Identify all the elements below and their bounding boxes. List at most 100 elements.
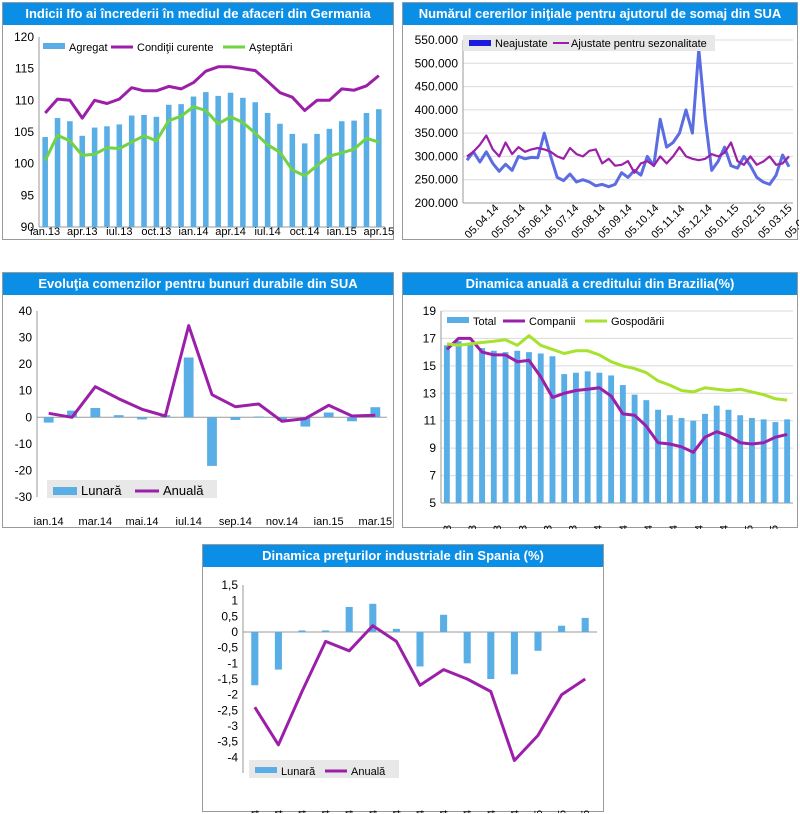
bar-total	[561, 374, 568, 503]
x-tick-label: mar.14	[79, 516, 113, 528]
line-companii	[445, 336, 788, 454]
bar-total	[631, 394, 638, 503]
bar-total	[608, 375, 615, 503]
chart-title-durable: Evoluţia comenzilor pentru bunuri durabi…	[3, 273, 393, 295]
x-tick-label: ian.13	[442, 525, 454, 529]
bar-total	[713, 405, 720, 503]
y-tick-label: 90	[21, 220, 35, 234]
bar-agregat	[264, 113, 271, 227]
x-tick-label: oct.13	[141, 226, 171, 238]
y-tick-label: -10	[15, 437, 33, 451]
y-tick-label: -3	[227, 719, 238, 733]
bar-lunar-	[43, 417, 54, 423]
bar-lunar-	[440, 614, 448, 632]
y-tick-label: 550.000	[415, 33, 459, 47]
x-tick-label: sep.14	[219, 516, 252, 528]
bar-lunar-	[251, 632, 259, 686]
bar-lunar-	[183, 357, 194, 418]
bar-lunar-	[253, 416, 264, 418]
x-tick-label: ian.14	[34, 516, 64, 528]
bar-agregat	[314, 133, 320, 227]
bar-lunar-	[345, 606, 353, 632]
legend-label: Aşteptări	[249, 42, 292, 54]
y-tick-label: 20	[19, 357, 33, 371]
legend-swatch	[447, 317, 469, 323]
y-tick-label: 11	[424, 414, 437, 428]
x-tick-label: ian.14	[250, 810, 262, 813]
bar-agregat	[203, 92, 209, 227]
chart-spain: 1,5 10,5 0 -0,5-1 -1,5 -2-2,5 -3 -3,5-4 ian.14 fe…	[217, 578, 597, 813]
y-tick-label: 105	[14, 125, 34, 139]
x-tick-label: mar.15	[769, 525, 781, 529]
line-anuală	[48, 324, 376, 423]
bar-lunar-	[113, 415, 124, 418]
y-tick-label: 40	[19, 304, 33, 318]
x-tick-label: iul.14	[668, 525, 680, 529]
panel-claims: Numărul cererilor iniţiale pentru ajutor…	[402, 2, 799, 241]
legend-label: Ajustate pentru sezonalitate	[571, 38, 707, 50]
x-tick-label: nov.14	[266, 516, 298, 528]
bar-agregat	[54, 118, 61, 227]
bar-agregat	[91, 127, 98, 227]
chart-title-claims: Numărul cererilor iniţiale pentru ajutor…	[403, 3, 797, 25]
bar-total	[749, 417, 755, 503]
bar-total	[596, 372, 603, 503]
y-tick-label: -1	[227, 656, 238, 670]
bar-lunar-	[67, 410, 77, 418]
x-tick-label: apr.14	[215, 226, 246, 238]
bar-total	[784, 419, 791, 503]
y-tick-label: -30	[15, 490, 33, 504]
legend-label: Total	[473, 316, 496, 328]
y-tick-label: 200.000	[415, 196, 459, 210]
x-tick-label: feb.15	[557, 810, 569, 813]
bar-total	[619, 385, 626, 503]
x-tick-label: oct.14	[290, 226, 320, 238]
y-tick-label: 1	[231, 594, 238, 608]
bar-lunar-	[347, 417, 357, 422]
bar-lunar-	[463, 632, 471, 664]
x-tick-label: nov.14	[486, 810, 498, 813]
bar-lunar-	[392, 628, 400, 632]
legend-box	[47, 480, 217, 498]
chart-claims: 200.000 250.000 300.000 350.000 400.000 450.0…	[415, 33, 799, 241]
chart-brazil: 5 7 9 11 13 15 17 19 ian.13 mar.13 mai.13 iul.13 sep…	[423, 304, 793, 529]
bar-total	[573, 372, 579, 503]
y-tick-label: -3,5	[217, 735, 238, 749]
x-tick-label: iul.13	[517, 525, 529, 529]
bar-agregat	[165, 104, 172, 227]
line-condiţii-curente	[44, 65, 380, 120]
line-anuală	[253, 624, 587, 762]
bar-agregat	[190, 96, 197, 228]
y-tick-label: 110	[15, 93, 34, 107]
bar-lunar-	[581, 617, 589, 632]
bar-agregat	[363, 113, 370, 227]
bar-total	[514, 350, 521, 503]
bar-lunar-	[487, 632, 495, 679]
x-tick-label: sep.14	[439, 810, 451, 813]
bar-agregat	[277, 123, 283, 227]
legend-box	[463, 35, 715, 51]
bar-agregat	[42, 137, 48, 227]
bar-lunar-	[370, 407, 381, 418]
bar-total	[725, 409, 732, 503]
bar-agregat	[240, 97, 246, 227]
y-tick-label: -2,5	[217, 703, 238, 717]
x-tick-label: apr.13	[67, 226, 98, 238]
x-tick-label: ian.14	[593, 525, 605, 529]
x-tick-label: iul.14	[176, 516, 202, 528]
y-tick-label: 0,5	[221, 609, 238, 623]
bar-agregat	[153, 116, 160, 227]
bar-agregat	[104, 126, 110, 227]
bar-agregat	[326, 128, 333, 227]
bar-lunar-	[277, 417, 287, 421]
y-tick-label: 0	[25, 410, 32, 424]
x-tick-label: mar.15	[580, 810, 592, 813]
bar-agregat	[252, 102, 259, 227]
legend-swatch	[53, 487, 77, 495]
y-tick-label: 30	[19, 331, 33, 345]
bar-lunar-	[230, 417, 241, 420]
bar-lunar-	[207, 417, 217, 466]
y-tick-label: 120	[14, 30, 34, 44]
bar-agregat	[376, 109, 382, 227]
x-tick-label: mar.15	[359, 516, 393, 528]
